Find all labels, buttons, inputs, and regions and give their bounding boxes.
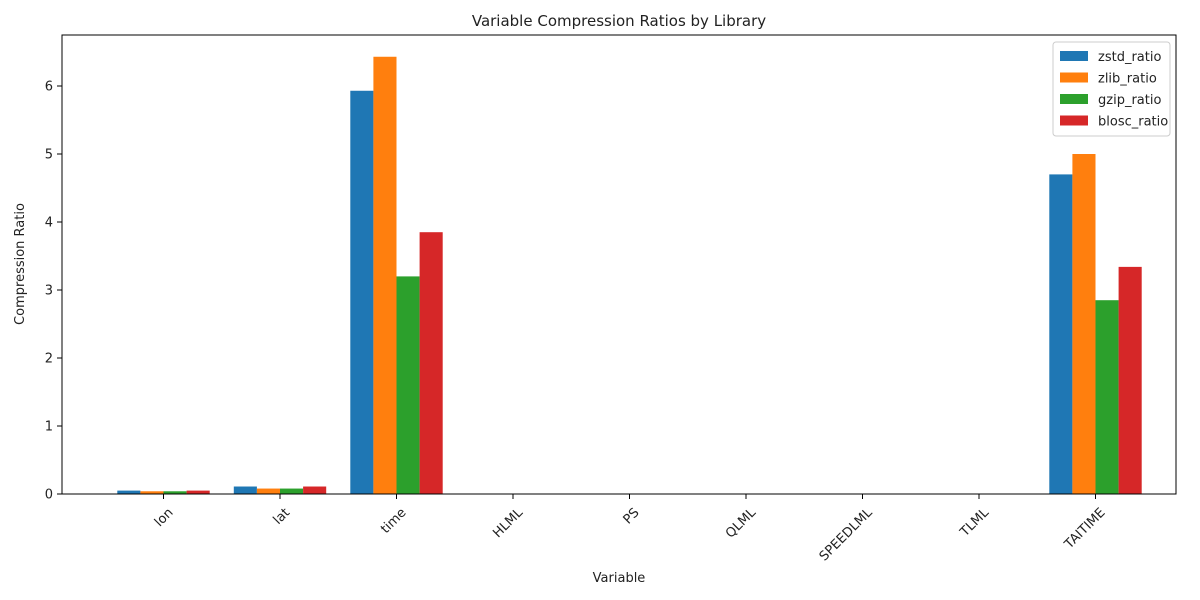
legend-swatch-zstd_ratio — [1060, 51, 1088, 61]
bar-zlib_ratio-lon — [140, 491, 164, 494]
bar-gzip_ratio-time — [396, 276, 420, 494]
bar-blosc_ratio-time — [419, 232, 443, 494]
bar-gzip_ratio-lat — [280, 488, 304, 494]
legend: zstd_ratio zlib_ratio gzip_ratio blosc_rati… — [1052, 41, 1171, 137]
legend-label-zlib_ratio: zlib_ratio — [1098, 72, 1157, 87]
bar-blosc_ratio-lon — [186, 490, 210, 494]
legend-label-zstd_ratio: zstd_ratio — [1098, 50, 1161, 65]
legend-label-blosc_ratio: blosc_ratio — [1098, 115, 1168, 130]
bar-zlib_ratio-lat — [256, 488, 280, 494]
y-tick-label: 5 — [45, 148, 53, 163]
y-tick-label: 0 — [45, 488, 53, 503]
y-tick-label: 6 — [45, 80, 53, 95]
legend-swatch-blosc_ratio — [1060, 115, 1088, 126]
bar-blosc_ratio-TAITIME — [1118, 266, 1142, 494]
y-tick-label: 3 — [45, 284, 53, 299]
legend-swatch-gzip_ratio — [1060, 94, 1088, 104]
legend-box — [1052, 41, 1171, 137]
bar-zstd_ratio-time — [350, 90, 374, 494]
legend-label-gzip_ratio: gzip_ratio — [1098, 93, 1161, 108]
bar-gzip_ratio-lon — [163, 491, 187, 494]
bar-zstd_ratio-lat — [233, 486, 257, 494]
legend-swatch-zlib_ratio — [1060, 72, 1088, 83]
y-tick-label: 2 — [45, 352, 53, 367]
bar-blosc_ratio-lat — [303, 486, 327, 494]
y-tick-label: 1 — [45, 420, 53, 435]
bar-gzip_ratio-TAITIME — [1095, 300, 1119, 494]
bar-zstd_ratio-lon — [117, 490, 141, 494]
bar-zlib_ratio-time — [373, 56, 397, 494]
bar-zstd_ratio-TAITIME — [1049, 174, 1073, 494]
chart-title: Variable Compression Ratios by Library — [472, 12, 766, 30]
bar-zlib_ratio-TAITIME — [1072, 154, 1096, 494]
x-axis-title: Variable — [593, 571, 646, 586]
y-tick-label: 4 — [45, 216, 53, 231]
axes-frame — [61, 34, 1177, 495]
y-axis-title: Compression Ratio — [13, 203, 28, 325]
